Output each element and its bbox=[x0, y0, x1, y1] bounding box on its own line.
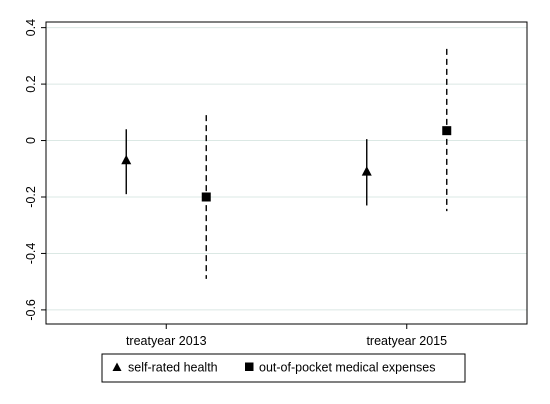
y-tick-label: 0.4 bbox=[24, 19, 38, 36]
y-tick-label: 0.2 bbox=[24, 75, 38, 92]
legend-box bbox=[101, 353, 466, 383]
y-tick-label: -0.4 bbox=[24, 243, 38, 265]
y-tick-label: -0.6 bbox=[24, 299, 38, 321]
square-point bbox=[442, 126, 452, 136]
y-tick-label: -0.2 bbox=[24, 186, 38, 208]
y-axis: -0.6 -0.4 -0.2 0 0.2 0.4 bbox=[24, 19, 46, 321]
triangle-point bbox=[361, 166, 372, 176]
legend-label-self-rated-health: self-rated health bbox=[128, 361, 218, 375]
y-tick-label: 0 bbox=[24, 137, 38, 144]
plot-area-frame bbox=[45, 21, 528, 325]
legend-square-marker bbox=[245, 362, 254, 371]
series-marks bbox=[121, 48, 452, 279]
triangle-point bbox=[121, 154, 132, 165]
x-tick-label: treatyear 2013 bbox=[126, 334, 207, 348]
x-tick-label: treatyear 2015 bbox=[366, 334, 447, 348]
legend-label-out-of-pocket: out-of-pocket medical expenses bbox=[259, 361, 435, 375]
x-axis: treatyear 2013 treatyear 2015 bbox=[126, 324, 447, 348]
legend: self-rated health out-of-pocket medical … bbox=[101, 353, 466, 383]
legend-triangle-marker bbox=[112, 362, 122, 371]
square-point bbox=[201, 192, 211, 202]
